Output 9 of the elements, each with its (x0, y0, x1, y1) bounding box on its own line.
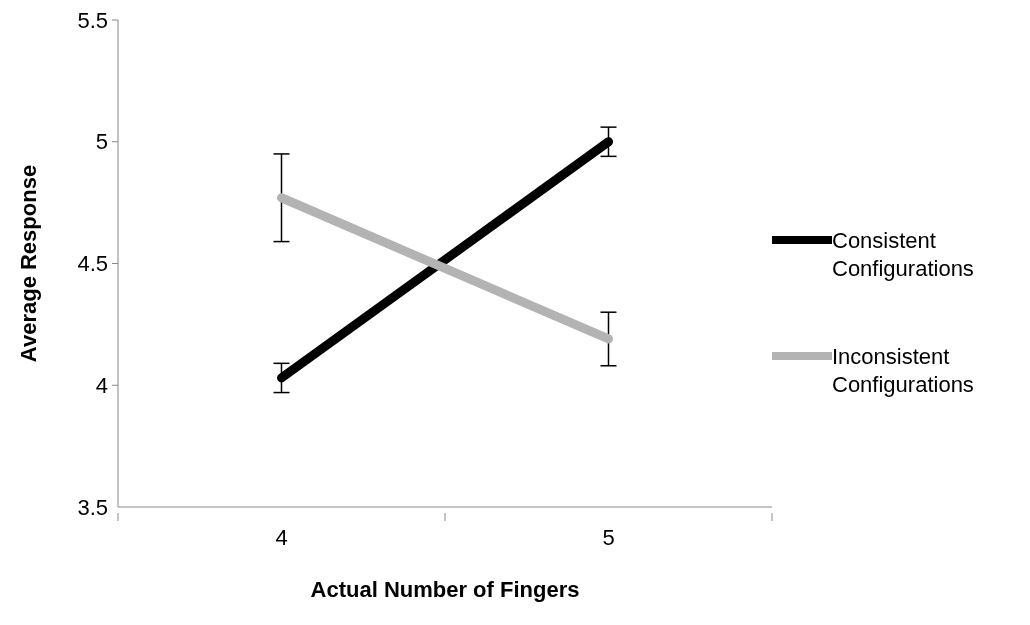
legend-label: Inconsistent Configurations (832, 342, 975, 399)
y-tick-label: 5 (95, 129, 108, 155)
y-axis-title: Average Response (15, 164, 41, 363)
y-tick-label: 4 (95, 372, 108, 398)
y-tick-label: 3.5 (77, 494, 108, 520)
y-tick-label: 4.5 (77, 251, 108, 277)
legend-label: Consistent Configurations (832, 226, 975, 283)
x-axis-title: Actual Number of Fingers (310, 577, 580, 602)
y-tick-label: 5.5 (77, 7, 108, 33)
